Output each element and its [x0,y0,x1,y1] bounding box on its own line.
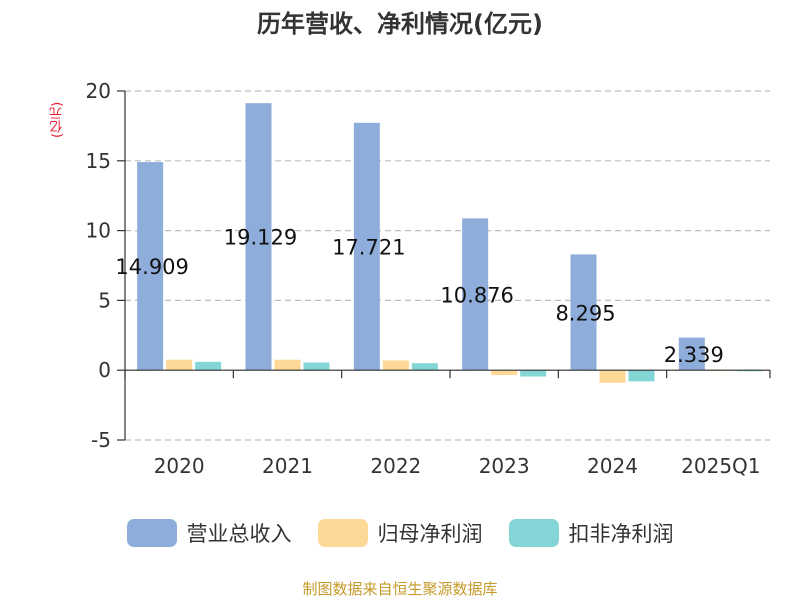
y-tick-label: -5 [91,428,111,452]
bar-2-1 [382,360,409,371]
bar-1-2 [303,362,330,371]
y-tick-label: 20 [86,79,111,103]
legend-label-revenue: 营业总收入 [186,522,292,546]
legend-label-net-profit: 归母净利润 [377,522,483,546]
bar-4-2 [628,370,655,382]
data-label: 19.129 [224,226,297,250]
x-tick-label: 2022 [370,454,421,478]
y-tick-label: 5 [98,288,111,312]
bar-3-0 [462,218,489,371]
bar-4-1 [599,370,626,383]
legend-label-adjusted-profit: 扣非净利润 [568,522,674,546]
y-tick-label: 10 [86,219,111,243]
x-tick-label: 2023 [479,454,530,478]
grid-lines [125,90,770,441]
bar-3-1 [491,370,518,376]
data-label: 10.876 [440,283,513,307]
y-tick-label: 15 [86,149,111,173]
bar-2-0 [353,122,380,371]
bar-0-1 [166,359,193,371]
legend-swatch-revenue [126,519,177,547]
legend: 营业总收入 归母净利润 扣非净利润 [0,518,800,548]
x-tick-label: 2020 [154,454,205,478]
data-label: 14.909 [115,255,188,279]
legend-item-net-profit[interactable]: 归母净利润 [317,518,483,548]
bar-0-0 [137,162,164,371]
x-tick-label: 2025Q1 [681,454,760,478]
bar-1-0 [245,103,272,371]
data-labels: 14.909 19.129 17.721 10.876 8.295 2.339 [115,226,723,367]
bar-2-2 [411,363,438,371]
legend-swatch-adjusted-profit [508,519,559,547]
x-tick-label: 2024 [587,454,638,478]
source-note: 制图数据来自恒生聚源数据库 [302,580,498,598]
bar-1-1 [274,359,301,371]
bar-5-0 [678,337,705,371]
legend-item-adjusted-profit[interactable]: 扣非净利润 [508,518,674,548]
legend-swatch-net-profit [317,519,368,547]
data-label: 8.295 [555,301,615,325]
bar-0-2 [195,361,222,371]
legend-item-revenue[interactable]: 营业总收入 [126,518,292,548]
x-tick-label: 2021 [262,454,313,478]
y-tick-label: 0 [98,358,111,382]
bars [137,103,763,383]
data-label: 2.339 [664,343,724,367]
data-label: 17.721 [332,236,405,260]
chart-title: 历年营收、净利情况(亿元) [257,10,543,38]
bar-3-2 [520,370,547,377]
bar-4-0 [570,254,597,371]
